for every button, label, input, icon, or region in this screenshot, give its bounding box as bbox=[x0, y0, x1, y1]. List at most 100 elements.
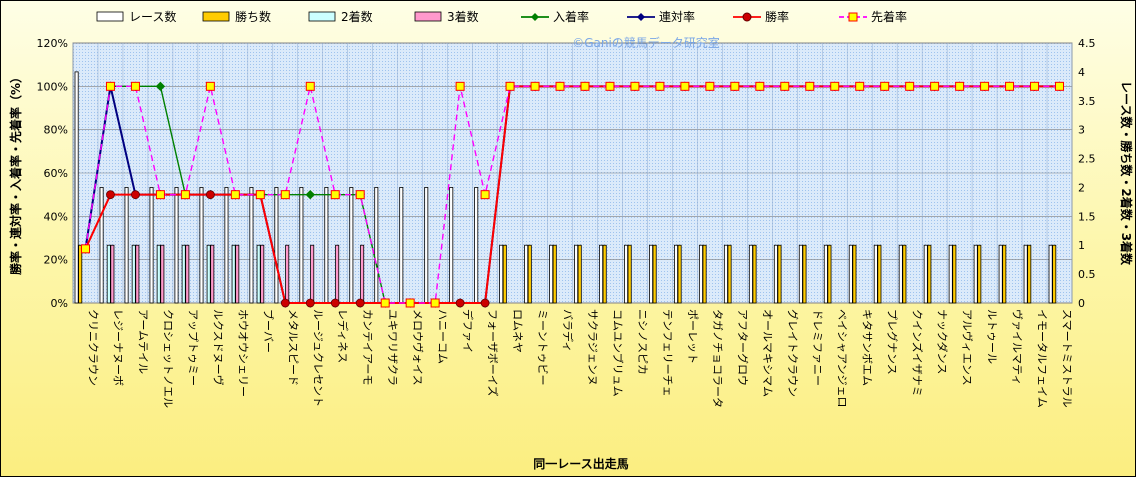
x-tick-label: タガノチョコラータ bbox=[711, 309, 724, 408]
watermark: ©Ganiの競馬データ研究室 bbox=[572, 35, 720, 50]
point-先着率 bbox=[1030, 81, 1040, 91]
point-先着率 bbox=[180, 190, 190, 200]
bar-勝ち数 bbox=[827, 244, 832, 304]
point-先着率 bbox=[755, 81, 765, 91]
point-先着率 bbox=[155, 190, 165, 200]
bar-2着数 bbox=[156, 244, 161, 304]
bar-レース数 bbox=[174, 187, 179, 304]
y-axis-left-title: 勝率・連対率・入着率・先着率（%） bbox=[8, 71, 23, 275]
point-勝率 bbox=[106, 190, 115, 200]
bar-レース数 bbox=[124, 187, 129, 304]
point-先着率 bbox=[680, 81, 690, 91]
point-先着率 bbox=[280, 190, 290, 200]
bar-レース数 bbox=[798, 244, 803, 304]
point-先着率 bbox=[480, 190, 490, 200]
x-tick-label: ベイシャアンジェロ bbox=[836, 309, 849, 408]
line-先着率 bbox=[84, 85, 1060, 304]
x-tick-label: メタルスピード bbox=[286, 309, 299, 386]
bar-勝ち数 bbox=[627, 244, 632, 304]
y-tick-right: 4 bbox=[1078, 66, 1085, 79]
bar-レース数 bbox=[624, 244, 629, 304]
point-先着率 bbox=[805, 81, 815, 91]
bar-レース数 bbox=[773, 244, 778, 304]
x-tick-label: イモータルフェイム bbox=[1036, 309, 1049, 408]
bar-3着数 bbox=[185, 244, 190, 304]
bar-レース数 bbox=[224, 187, 229, 304]
point-先着率 bbox=[255, 190, 265, 200]
point-先着率 bbox=[930, 81, 940, 91]
bar-勝ち数 bbox=[977, 244, 982, 304]
bar-勝ち数 bbox=[1027, 244, 1032, 304]
point-勝率 bbox=[355, 298, 365, 308]
x-tick-label: グレイトクラウン bbox=[786, 309, 800, 397]
bar-レース数 bbox=[399, 187, 404, 304]
bar-3着数 bbox=[335, 244, 340, 304]
bar-勝ち数 bbox=[927, 244, 932, 304]
y-tick-right: 1.5 bbox=[1078, 210, 1096, 223]
x-tick-label: ハニーコム bbox=[436, 309, 449, 364]
point-入着率 bbox=[305, 189, 315, 200]
x-tick-label: クロシェットノエル bbox=[161, 309, 174, 408]
point-先着率 bbox=[780, 81, 790, 91]
y-tick-right: 0.5 bbox=[1078, 268, 1096, 281]
point-勝率 bbox=[480, 298, 490, 308]
bar-レース数 bbox=[948, 244, 953, 304]
bar-勝ち数 bbox=[802, 244, 807, 304]
legend-label-入着率: 入着率 bbox=[553, 9, 589, 24]
y-tick-left: 100% bbox=[37, 80, 68, 93]
point-先着率 bbox=[605, 81, 615, 91]
bar-勝ち数 bbox=[952, 244, 957, 304]
bar-レース数 bbox=[524, 244, 529, 304]
legend-label-勝ち数: 勝ち数 bbox=[235, 9, 271, 24]
bar-2着数 bbox=[181, 244, 186, 304]
x-tick-label: ルクスドヌーヴ bbox=[211, 309, 225, 386]
point-先着率 bbox=[205, 81, 215, 91]
bar-3着数 bbox=[360, 244, 365, 304]
point-先着率 bbox=[855, 81, 865, 91]
x-axis-categories: クリニクラウン レジーナヌーボ アームテイル クロシェットノエル アップトゥミー ルクスド… bbox=[86, 309, 1073, 408]
legend-label-連対率: 連対率 bbox=[659, 9, 695, 24]
bar-3着数 bbox=[310, 244, 315, 304]
point-勝率 bbox=[455, 298, 465, 308]
legend-marker-入着率 bbox=[531, 13, 539, 21]
bar-レース数 bbox=[698, 244, 703, 304]
bar-勝ち数 bbox=[677, 244, 682, 304]
point-勝率 bbox=[131, 190, 140, 200]
point-勝率 bbox=[330, 298, 340, 308]
point-先着率 bbox=[1055, 81, 1065, 91]
point-入着率 bbox=[155, 81, 166, 92]
bar-レース数 bbox=[499, 244, 504, 304]
x-tick-label: アルヴィエンス bbox=[961, 309, 975, 386]
lines-group bbox=[80, 81, 1065, 308]
x-tick-label: アームテイル bbox=[136, 309, 149, 374]
point-勝率 bbox=[305, 298, 315, 308]
x-tick-label: バラディ bbox=[561, 309, 575, 352]
y-tick-right: 2.5 bbox=[1078, 153, 1096, 166]
bar-レース数 bbox=[1048, 244, 1053, 304]
point-先着率 bbox=[580, 81, 590, 91]
point-先着率 bbox=[555, 81, 565, 91]
point-先着率 bbox=[330, 190, 340, 200]
legend-swatch-勝ち数 bbox=[202, 11, 230, 22]
legend-marker-連対率 bbox=[637, 13, 645, 21]
x-tick-label: ルトゥール bbox=[986, 309, 999, 364]
bar-レース数 bbox=[649, 244, 654, 304]
bar-勝ち数 bbox=[1002, 244, 1007, 304]
bars-group bbox=[74, 71, 1057, 304]
bar-勝ち数 bbox=[852, 244, 857, 304]
point-先着率 bbox=[430, 298, 440, 308]
x-tick-label: ルージュクレセント bbox=[311, 309, 324, 407]
x-tick-label: ドレミファニー bbox=[811, 309, 824, 386]
legend-swatch-レース数 bbox=[96, 11, 124, 22]
legend-swatch-2着数 bbox=[308, 11, 336, 22]
point-先着率 bbox=[980, 81, 990, 91]
x-tick-label: テンフェリーチェ bbox=[661, 309, 674, 397]
bar-2着数 bbox=[131, 244, 136, 304]
point-勝率 bbox=[280, 298, 290, 308]
bar-3着数 bbox=[160, 244, 165, 304]
point-先着率 bbox=[105, 81, 115, 91]
bar-レース数 bbox=[274, 187, 279, 304]
point-先着率 bbox=[880, 81, 890, 91]
bar-勝ち数 bbox=[702, 244, 707, 304]
